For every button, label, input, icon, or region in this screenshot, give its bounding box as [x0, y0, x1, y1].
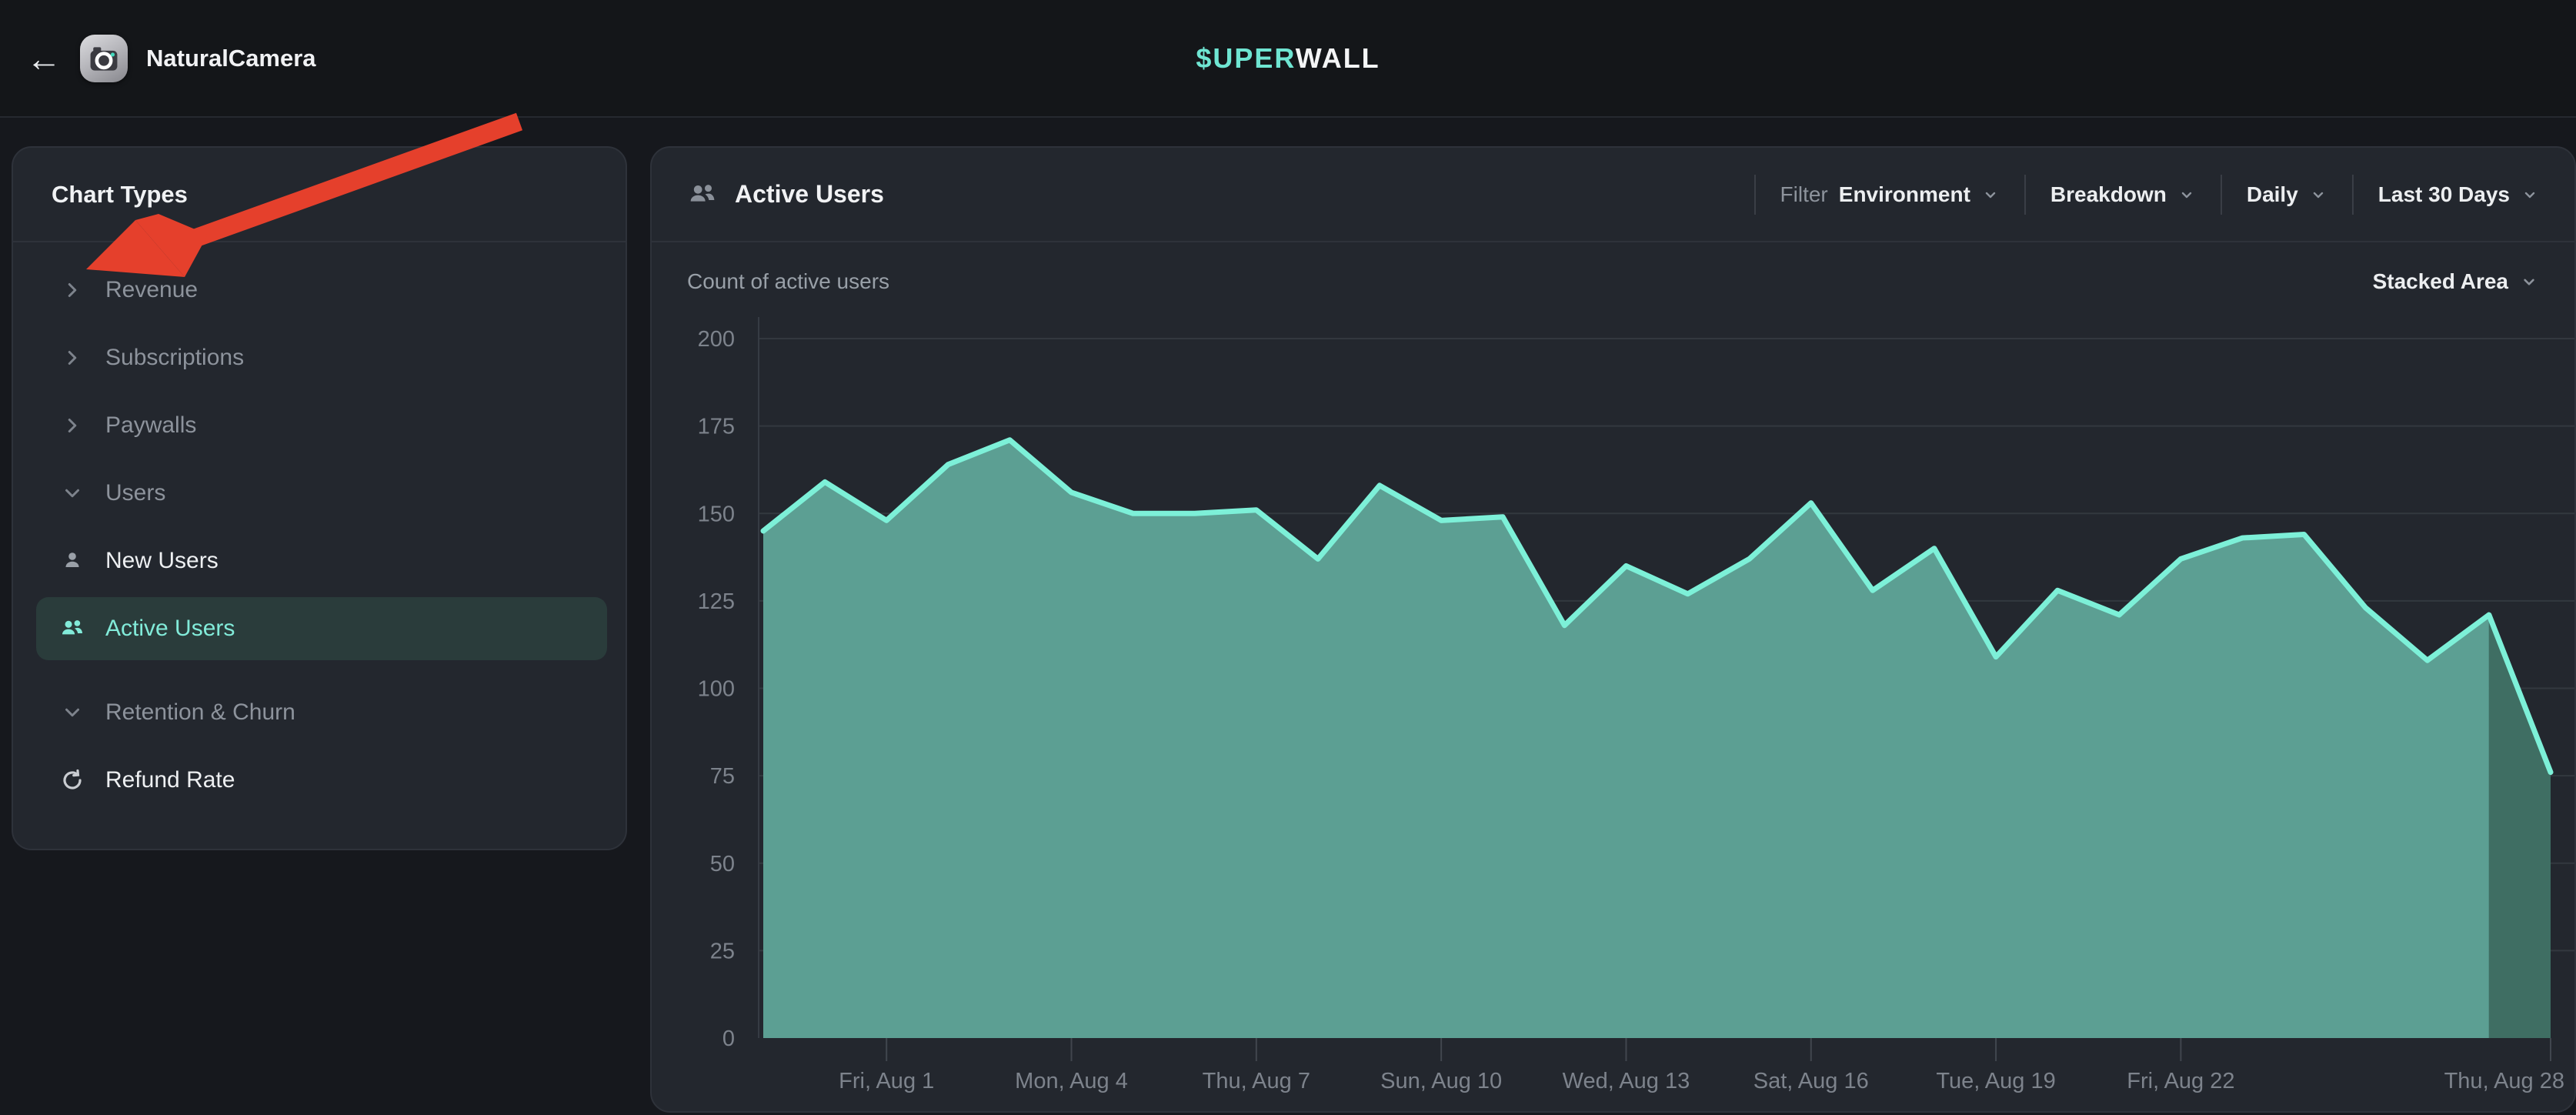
top-bar: ← NaturalCamera $UPERWALL [0, 0, 2576, 118]
users-icon [687, 179, 718, 210]
sidebar-item-label: Subscriptions [105, 345, 244, 371]
chart-type-selector[interactable]: Stacked Area [2373, 269, 2539, 294]
filter-bar: Filter Environment Breakdown Daily Last … [1754, 175, 2539, 215]
sidebar-item-label: Revenue [105, 277, 198, 303]
granularity-filter[interactable]: Daily [2247, 182, 2327, 207]
sidebar-item-retention-churn[interactable]: Retention & Churn [13, 679, 626, 746]
sidebar-item-revenue[interactable]: Revenue [13, 256, 626, 324]
chart-area: 0 25 50 75 100 125 150 175 200 Fri, Aug 1 Mon, Aug… [652, 302, 2574, 1111]
user-icon [58, 549, 87, 573]
svg-text:Mon, Aug 4: Mon, Aug 4 [1015, 1069, 1128, 1093]
chevron-down-icon [2519, 272, 2539, 292]
sidebar-item-label: New Users [105, 548, 219, 574]
date-range-filter[interactable]: Last 30 Days [2378, 182, 2539, 207]
sidebar-item-label: Users [105, 480, 165, 506]
filter-label: Filter [1780, 182, 1828, 207]
svg-text:Wed, Aug 13: Wed, Aug 13 [1563, 1069, 1690, 1093]
svg-text:Sun, Aug 10: Sun, Aug 10 [1380, 1069, 1502, 1093]
chart-types-panel: Chart Types Revenue Subscriptions Paywal… [12, 146, 627, 850]
divider [2221, 175, 2222, 215]
panel-header: Active Users Filter Environment Breakdow… [652, 148, 2574, 242]
breakdown-filter[interactable]: Breakdown [2050, 182, 2196, 207]
environment-filter[interactable]: Filter Environment [1780, 182, 2000, 207]
sidebar-item-users[interactable]: Users [13, 459, 626, 527]
svg-text:Fri, Aug 22: Fri, Aug 22 [2127, 1069, 2234, 1093]
divider [1754, 175, 1756, 215]
date-range-value: Last 30 Days [2378, 182, 2510, 207]
page-title: Active Users [735, 180, 884, 209]
sidebar-item-new-users[interactable]: New Users [13, 527, 626, 595]
chevron-down-icon [2521, 185, 2539, 204]
breakdown-value: Breakdown [2050, 182, 2167, 207]
sidebar-item-label: Active Users [105, 616, 235, 642]
chevron-right-icon [58, 279, 87, 302]
chevron-down-icon [1981, 185, 2000, 204]
svg-text:Sat, Aug 16: Sat, Aug 16 [1753, 1069, 1869, 1093]
svg-text:100: 100 [698, 677, 735, 702]
sidebar-item-refund-rate[interactable]: Refund Rate [13, 746, 626, 814]
users-icon [58, 616, 87, 642]
svg-text:50: 50 [710, 852, 735, 876]
svg-text:150: 150 [698, 502, 735, 526]
chevron-down-icon [2177, 185, 2196, 204]
superwall-logo: $UPERWALL [1196, 42, 1380, 75]
refresh-icon [58, 768, 87, 793]
chevron-right-icon [58, 346, 87, 369]
chart-types-list: Revenue Subscriptions Paywalls Users New [13, 242, 626, 814]
sidebar-item-active-users[interactable]: Active Users [36, 597, 607, 660]
logo-white-part: WALL [1296, 42, 1380, 74]
chart-subtitle: Count of active users [687, 269, 889, 294]
back-button[interactable]: ← [17, 32, 71, 85]
active-users-panel: Active Users Filter Environment Breakdow… [650, 146, 2576, 1113]
logo-teal-part: $UPER [1196, 42, 1295, 74]
app-title: NaturalCamera [146, 45, 316, 72]
chart-type-value: Stacked Area [2373, 269, 2508, 294]
svg-text:125: 125 [698, 589, 735, 614]
svg-text:0: 0 [722, 1027, 735, 1051]
svg-text:Tue, Aug 19: Tue, Aug 19 [1936, 1069, 2055, 1093]
granularity-value: Daily [2247, 182, 2298, 207]
divider [2352, 175, 2354, 215]
sidebar-title: Chart Types [13, 148, 626, 242]
chevron-down-icon [2309, 185, 2327, 204]
svg-text:Fri, Aug 1: Fri, Aug 1 [839, 1069, 934, 1093]
app-icon-natural-camera [80, 35, 128, 82]
camera-icon [87, 42, 121, 75]
svg-text:75: 75 [710, 764, 735, 789]
svg-text:200: 200 [698, 327, 735, 352]
svg-text:Thu, Aug 28: Thu, Aug 28 [2444, 1069, 2564, 1093]
sidebar-item-paywalls[interactable]: Paywalls [13, 392, 626, 459]
stacked-area-chart: 0 25 50 75 100 125 150 175 200 Fri, Aug 1 Mon, Aug… [652, 302, 2574, 1111]
sidebar-item-label: Refund Rate [105, 767, 235, 793]
chevron-down-icon [58, 701, 87, 724]
svg-text:25: 25 [710, 939, 735, 963]
chevron-down-icon [58, 482, 87, 505]
sidebar-item-label: Retention & Churn [105, 699, 295, 726]
divider [2024, 175, 2026, 215]
environment-value: Environment [1839, 182, 1970, 207]
sidebar-item-subscriptions[interactable]: Subscriptions [13, 324, 626, 392]
svg-text:175: 175 [698, 415, 735, 439]
chevron-right-icon [58, 414, 87, 437]
sidebar-item-label: Paywalls [105, 412, 196, 439]
svg-text:Thu, Aug 7: Thu, Aug 7 [1203, 1069, 1310, 1093]
